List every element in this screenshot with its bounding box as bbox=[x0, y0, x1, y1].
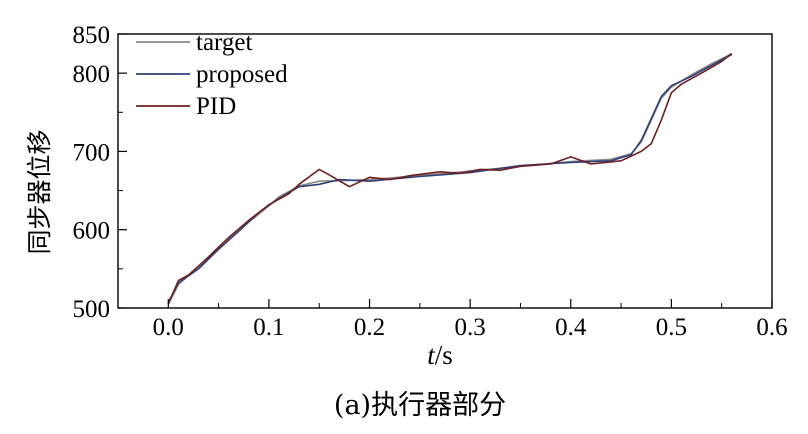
x-tick-label: 0.6 bbox=[756, 314, 787, 341]
x-tick-label: 0.5 bbox=[656, 314, 687, 341]
x-tick-label: 0.2 bbox=[354, 314, 385, 341]
x-axis-label: t/s bbox=[427, 340, 453, 370]
plot-layer bbox=[167, 52, 733, 305]
plot-frame bbox=[117, 33, 773, 309]
legend-label-proposed: proposed bbox=[196, 61, 288, 88]
y-tick-label: 700 bbox=[73, 139, 111, 166]
y-tick-label: 500 bbox=[73, 296, 111, 323]
y-tick-label: 850 bbox=[73, 22, 111, 49]
y-axis-label: 同步器位移 bbox=[25, 129, 54, 254]
series-line-proposed bbox=[167, 53, 733, 303]
x-tick-label: 0.3 bbox=[455, 314, 486, 341]
x-tick-label: 0.0 bbox=[153, 314, 184, 341]
y-tick-label: 600 bbox=[73, 218, 111, 245]
legend-label-pid: PID bbox=[196, 93, 236, 120]
series-line-target bbox=[167, 52, 733, 305]
y-tick-label: 800 bbox=[73, 61, 111, 88]
series-line-pid bbox=[167, 52, 733, 305]
x-tick-label: 0.1 bbox=[253, 314, 284, 341]
figure-caption: (a)执行器部分 bbox=[334, 390, 506, 421]
axis-layer: 0.0 0.1 0.2 0.3 0.4 0.5 0.6 500 600 700 800 850 bbox=[73, 22, 788, 341]
legend: target proposed PID bbox=[136, 29, 288, 120]
legend-label-target: target bbox=[196, 29, 253, 56]
x-tick-label: 0.4 bbox=[555, 314, 587, 341]
